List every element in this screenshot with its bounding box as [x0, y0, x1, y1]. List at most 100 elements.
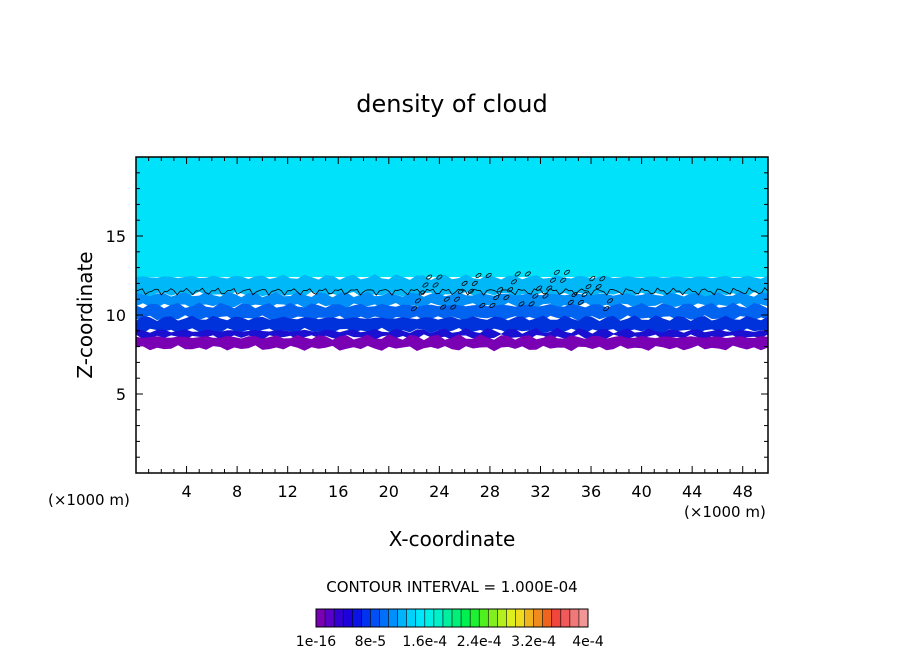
chart-title: density of cloud: [356, 90, 547, 118]
x-tick-label: 32: [530, 482, 550, 501]
contour-blob: [503, 295, 510, 301]
colorbar-swatch: [470, 609, 480, 627]
colorbar-swatch: [334, 609, 344, 627]
contour-blob: [514, 271, 521, 277]
colorbar-swatch: [397, 609, 407, 627]
cloud-layer-3: [136, 302, 768, 322]
x-tick-label: 40: [631, 482, 651, 501]
colorbar-swatch: [316, 609, 326, 627]
contour-blob: [571, 291, 578, 298]
x-tick-label: 4: [181, 482, 191, 501]
colorbar-swatch: [343, 609, 353, 627]
x-tick-label: 28: [480, 482, 500, 501]
colorbar-swatch: [515, 609, 525, 627]
contour-blob: [450, 304, 457, 310]
contour-blob: [589, 276, 596, 282]
contour-blob: [443, 296, 450, 302]
contour-blob: [553, 269, 560, 275]
contour-blob: [479, 302, 486, 309]
y-axis-label: Z-coordinate: [73, 251, 97, 378]
contour-line: [136, 287, 768, 296]
contour-blob: [567, 299, 574, 305]
x-tick-label: 20: [379, 482, 399, 501]
contour-blob: [563, 269, 571, 275]
y-tick-label: 5: [116, 385, 126, 404]
colorbar-swatch: [452, 609, 462, 627]
colorbar-swatch: [497, 609, 507, 627]
contour-blob: [475, 272, 482, 279]
colorbar-swatch: [542, 609, 553, 627]
colorbar-swatch: [506, 609, 516, 627]
contour-blob: [542, 293, 549, 299]
contour-blob: [471, 280, 478, 286]
colorbar-swatch: [352, 609, 362, 627]
x-tick-label: 44: [682, 482, 702, 501]
contour-blob: [426, 274, 433, 280]
colorbar-swatch: [461, 609, 471, 627]
colorbar-swatch: [406, 609, 417, 627]
x-unit-left: (×1000 m): [48, 491, 130, 509]
contour-blob: [507, 287, 514, 293]
colorbar-swatch: [370, 609, 380, 627]
contour-blob: [432, 282, 439, 288]
colorbar-swatch: [488, 609, 498, 627]
x-tick-label: 24: [429, 482, 449, 501]
contour-blob: [422, 282, 429, 288]
colorbar-tick-label: 1e-16: [296, 634, 336, 650]
colorbar-tick-label: 4e-4: [572, 634, 604, 650]
contour-blob: [457, 288, 464, 294]
contour-blob: [454, 296, 461, 302]
contour-blob: [595, 284, 602, 290]
y-tick-label: 10: [106, 306, 126, 325]
colorbar: 1e-16 8e-5 1.6e-4 2.4e-4 3.2e-4 4e-4: [296, 608, 604, 650]
colorbar-swatch: [578, 609, 589, 627]
contour-blob: [585, 284, 592, 290]
contour-blob: [467, 288, 475, 294]
contour-blob: [485, 272, 492, 279]
x-tick-label: 8: [232, 482, 242, 501]
colorbar-tick-label: 1.6e-4: [402, 634, 447, 650]
contour-blob: [436, 274, 443, 280]
contour-blob: [599, 276, 606, 282]
contour-blob: [518, 301, 525, 307]
colorbar-swatch: [560, 609, 571, 627]
colorbar-swatch: [388, 609, 398, 627]
colorbar-swatch: [479, 609, 489, 627]
colorbar-swatch: [524, 609, 534, 627]
cloud-layer-6: [136, 334, 768, 352]
contour-interval-label: CONTOUR INTERVAL = 1.000E-04: [326, 578, 577, 596]
contour-blob: [536, 285, 543, 291]
contour-blob: [461, 280, 468, 286]
x-tick-label: 12: [278, 482, 298, 501]
colorbar-swatch: [379, 609, 389, 627]
contour-blob: [560, 277, 567, 283]
contour-blob: [524, 271, 531, 277]
contour-blob: [550, 277, 557, 283]
contour-blob: [528, 301, 535, 307]
plot-area: [136, 157, 768, 352]
cloud-layer-1: [136, 274, 768, 298]
cloud-layer-4: [136, 315, 768, 334]
contour-blob: [493, 295, 500, 301]
x-tick-label: 48: [733, 482, 753, 501]
colorbar-swatch: [361, 609, 371, 627]
contour-blob: [603, 306, 610, 312]
colorbar-swatch: [533, 609, 543, 627]
y-tick-label: 15: [106, 227, 126, 246]
contour-blob: [496, 287, 504, 293]
colorbar-tick-label: 3.2e-4: [511, 634, 556, 650]
contour-blob: [440, 304, 447, 310]
colorbar-swatch: [433, 609, 444, 627]
contour-blob: [581, 291, 588, 298]
colorbar-swatch: [415, 609, 426, 627]
contour-blob: [577, 299, 584, 305]
contour-blob: [532, 293, 539, 299]
contour-blob: [510, 279, 517, 285]
colorbar-tick-label: 2.4e-4: [457, 634, 502, 650]
x-unit-right: (×1000 m): [684, 503, 766, 521]
background-level-fill: [136, 157, 768, 278]
colorbar-swatch: [325, 609, 335, 627]
colorbar-tick-label: 8e-5: [355, 634, 386, 650]
cloud-layer-2: [136, 291, 768, 309]
